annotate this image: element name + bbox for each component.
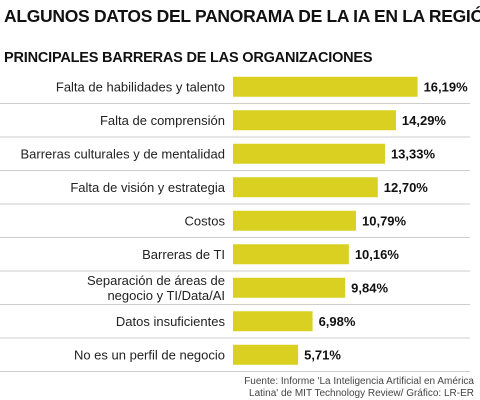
value-label: 10,16%: [355, 247, 400, 262]
category-label: negocio y TI/Data/AI: [107, 288, 225, 303]
source-note: Fuente: Informe 'La Inteligencia Artific…: [244, 376, 474, 400]
bar: [233, 177, 378, 198]
value-label: 12,70%: [384, 180, 429, 195]
value-label: 6,98%: [319, 314, 356, 329]
source-line-2: Latina' de MIT Technology Review/ Gráfic…: [249, 388, 474, 399]
category-label: No es un perfil de negocio: [74, 347, 225, 362]
bar: [233, 76, 418, 97]
category-label: Datos insuficientes: [116, 314, 226, 329]
source-line-1: Fuente: Informe 'La Inteligencia Artific…: [244, 376, 474, 387]
page-title: ALGUNOS DATOS DEL PANORAMA DE LA IA EN L…: [4, 6, 480, 26]
category-label: Separación de áreas de: [87, 273, 225, 288]
value-label: 9,84%: [351, 280, 388, 295]
category-label: Barreras de TI: [142, 247, 225, 262]
category-label: Falta de habilidades y talento: [56, 79, 225, 94]
bar: [233, 244, 349, 265]
category-label: Falta de visión y estrategia: [70, 180, 225, 195]
category-label: Costos: [185, 213, 226, 228]
category-label: Barreras culturales y de mentalidad: [21, 146, 226, 161]
value-label: 13,33%: [391, 146, 436, 161]
bar: [233, 110, 396, 131]
bar: [233, 277, 346, 298]
value-label: 10,79%: [362, 213, 407, 228]
value-label: 14,29%: [402, 113, 447, 128]
bar-chart: Falta de habilidades y talento 16,19% Falt…: [0, 76, 470, 372]
bar: [233, 344, 299, 365]
category-label: Falta de comprensión: [100, 113, 225, 128]
chart-subtitle: PRINCIPALES BARRERAS DE LAS ORGANIZACION…: [4, 50, 373, 66]
bar: [233, 311, 313, 332]
value-label: 16,19%: [424, 79, 469, 94]
bar: [233, 143, 385, 164]
value-label: 5,71%: [304, 347, 341, 362]
bar: [233, 210, 357, 231]
